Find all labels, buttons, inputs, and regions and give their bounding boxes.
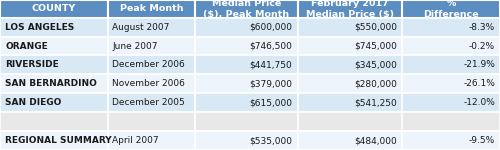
Text: Median Price
($), Peak Month: Median Price ($), Peak Month: [203, 0, 290, 19]
Bar: [0, 93, 108, 112]
Text: $600,000: $600,000: [250, 23, 292, 32]
Bar: [298, 131, 403, 150]
Bar: [108, 131, 195, 150]
Bar: [195, 93, 298, 112]
Bar: [108, 56, 195, 74]
Text: Peak Month: Peak Month: [120, 4, 183, 13]
Text: $535,000: $535,000: [250, 136, 292, 145]
Text: $746,500: $746,500: [250, 42, 292, 51]
Bar: [108, 74, 195, 93]
Bar: [298, 18, 403, 37]
Text: December 2005: December 2005: [112, 98, 185, 107]
Bar: [195, 0, 298, 18]
Bar: [0, 0, 108, 18]
Bar: [298, 74, 403, 93]
Bar: [298, 93, 403, 112]
Bar: [195, 56, 298, 74]
Bar: [402, 0, 500, 18]
Bar: [402, 74, 500, 93]
Bar: [298, 0, 403, 18]
Bar: [195, 74, 298, 93]
Text: $280,000: $280,000: [354, 79, 398, 88]
Text: -8.3%: -8.3%: [469, 23, 495, 32]
Bar: [402, 93, 500, 112]
Bar: [108, 93, 195, 112]
Bar: [402, 37, 500, 56]
Bar: [402, 56, 500, 74]
Bar: [0, 56, 108, 74]
Bar: [0, 112, 108, 131]
Text: %
Difference: % Difference: [424, 0, 479, 19]
Bar: [108, 112, 195, 131]
Bar: [298, 56, 403, 74]
Text: December 2006: December 2006: [112, 60, 185, 69]
Bar: [108, 37, 195, 56]
Text: -26.1%: -26.1%: [463, 79, 495, 88]
Bar: [0, 37, 108, 56]
Text: -12.0%: -12.0%: [463, 98, 495, 107]
Text: RIVERSIDE: RIVERSIDE: [5, 60, 59, 69]
Text: ORANGE: ORANGE: [5, 42, 48, 51]
Text: -9.5%: -9.5%: [469, 136, 495, 145]
Text: April 2007: April 2007: [112, 136, 159, 145]
Bar: [0, 131, 108, 150]
Text: -0.2%: -0.2%: [469, 42, 495, 51]
Bar: [108, 18, 195, 37]
Text: November 2006: November 2006: [112, 79, 186, 88]
Bar: [402, 112, 500, 131]
Text: $745,000: $745,000: [354, 42, 398, 51]
Text: $484,000: $484,000: [354, 136, 398, 145]
Text: SAN DIEGO: SAN DIEGO: [5, 98, 62, 107]
Bar: [195, 37, 298, 56]
Text: $441,750: $441,750: [250, 60, 292, 69]
Text: $345,000: $345,000: [354, 60, 398, 69]
Text: $550,000: $550,000: [354, 23, 398, 32]
Text: LOS ANGELES: LOS ANGELES: [5, 23, 74, 32]
Text: SAN BERNARDINO: SAN BERNARDINO: [5, 79, 97, 88]
Text: February 2017
Median Price ($): February 2017 Median Price ($): [306, 0, 394, 19]
Bar: [0, 74, 108, 93]
Bar: [298, 112, 403, 131]
Text: COUNTY: COUNTY: [32, 4, 76, 13]
Text: $615,000: $615,000: [250, 98, 292, 107]
Text: June 2007: June 2007: [112, 42, 158, 51]
Bar: [402, 18, 500, 37]
Bar: [0, 18, 108, 37]
Text: $541,250: $541,250: [354, 98, 398, 107]
Text: August 2007: August 2007: [112, 23, 170, 32]
Bar: [298, 37, 403, 56]
Text: $379,000: $379,000: [250, 79, 292, 88]
Bar: [402, 131, 500, 150]
Text: REGIONAL SUMMARY: REGIONAL SUMMARY: [5, 136, 112, 145]
Bar: [108, 0, 195, 18]
Bar: [195, 131, 298, 150]
Text: -21.9%: -21.9%: [463, 60, 495, 69]
Bar: [195, 18, 298, 37]
Bar: [195, 112, 298, 131]
